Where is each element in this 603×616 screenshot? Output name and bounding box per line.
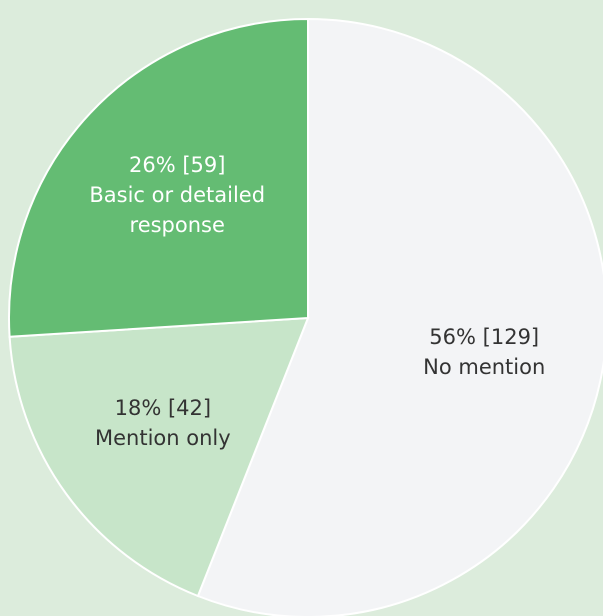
slice-label: 18% [42] Mention only — [63, 393, 263, 453]
category-label: Mention only — [95, 426, 231, 451]
value-label: 26% [59] — [128, 153, 226, 178]
slice — [8, 316, 310, 598]
value-label: 56% [129] — [429, 324, 540, 349]
category-label: Basic or detailed response — [89, 183, 266, 238]
slice-label: 26% [59] Basic or detailed response — [77, 150, 277, 240]
slice-label: 56% [129] No mention — [384, 322, 584, 382]
slice — [196, 17, 603, 616]
category-label: No mention — [423, 354, 546, 379]
value-label: 18% [42] — [114, 396, 212, 421]
slice — [8, 17, 309, 338]
